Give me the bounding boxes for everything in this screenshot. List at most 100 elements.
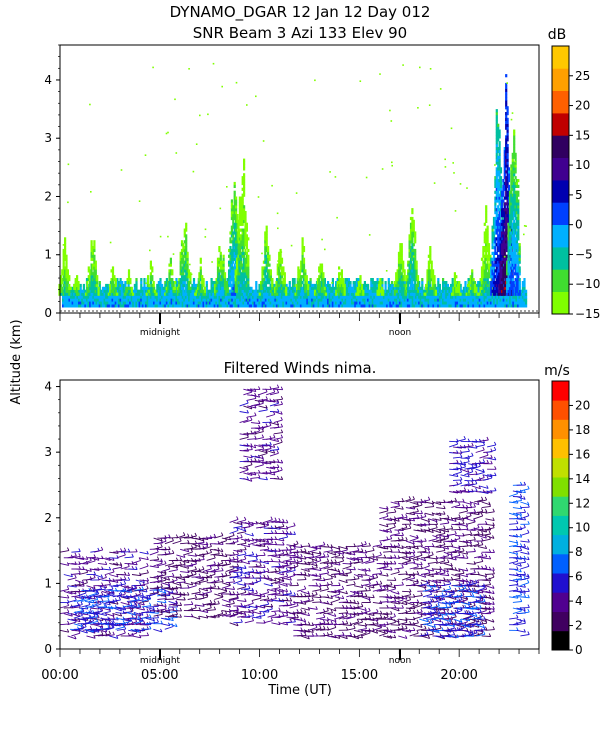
snr-pixel: [66, 283, 69, 288]
snr-pixel: [494, 219, 497, 223]
snr-pixel: [429, 272, 432, 276]
snr-pixel: [171, 292, 174, 296]
snr-pixel: [427, 292, 430, 296]
snr-pixel: [501, 304, 504, 308]
snr-pixel: [65, 266, 68, 270]
snr-pixel: [236, 272, 239, 276]
snr-pixel: [414, 281, 417, 285]
snr-pixel: [495, 149, 498, 154]
snr-pixel: [285, 304, 288, 308]
snr-pixel: [93, 248, 96, 253]
snr-pixel: [318, 286, 321, 290]
snr-pixel: [480, 272, 484, 276]
snr-pixel: [510, 190, 513, 194]
snr-pixel: [192, 298, 196, 302]
snr-pixel: [191, 295, 194, 299]
snr-pixel: [146, 298, 149, 302]
snr-pixel: [268, 281, 271, 285]
snr-pixel: [264, 298, 267, 302]
snr-pixel: [309, 286, 312, 290]
snr-pixel: [301, 263, 304, 267]
snr-pixel: [482, 275, 485, 279]
snr-pixel: [130, 292, 133, 296]
snr-pixel: [316, 283, 319, 288]
snr-pixel: [494, 176, 497, 180]
snr-pixel: [520, 289, 523, 293]
snr-pixel: [500, 248, 504, 253]
snr-pixel: [116, 283, 119, 288]
snr-pixel: [443, 301, 446, 305]
snr-pixel: [498, 149, 501, 154]
snr-pixel: [499, 240, 502, 244]
snr-pixel: [510, 266, 513, 270]
snr-pixel: [197, 298, 200, 302]
snr-pixel: [498, 272, 501, 276]
snr-pixel: [521, 283, 524, 288]
snr-pixel: [411, 263, 414, 267]
snr-pixel: [229, 298, 232, 302]
snr-pixel: [223, 275, 227, 279]
snr-pixel: [467, 278, 470, 282]
snr-pixel: [243, 184, 246, 188]
snr-pixel: [311, 295, 314, 299]
snr-pixel: [164, 295, 167, 299]
snr-pixel: [508, 289, 512, 293]
snr-pixel: [205, 304, 208, 308]
snr-pixel: [437, 295, 440, 299]
snr-pixel: [68, 304, 71, 308]
snr-pixel: [167, 292, 170, 296]
snr-pixel: [304, 298, 307, 302]
snr-pixel: [427, 260, 430, 264]
snr-pixel: [276, 286, 279, 290]
snr-pixel: [499, 243, 502, 247]
snr-pixel: [510, 164, 513, 168]
snr-pixel: [110, 278, 113, 282]
snr-pixel: [243, 205, 246, 209]
snr-pixel: [232, 208, 235, 212]
snr-pixel: [89, 289, 92, 293]
snr-pixel: [481, 301, 485, 305]
snr-pixel: [371, 281, 374, 285]
snr-pixel: [495, 199, 498, 203]
snr-pixel: [507, 275, 510, 279]
snr-pixel: [240, 272, 243, 276]
snr-pixel: [151, 292, 154, 296]
snr-pixel: [508, 222, 512, 226]
snr-pixel: [235, 248, 238, 253]
snr-pixel: [497, 161, 500, 165]
snr-pixel: [171, 269, 174, 273]
snr-pixel: [94, 278, 97, 282]
snr-pixel: [298, 278, 301, 282]
snr-pixel: [149, 278, 152, 282]
snr-pixel: [117, 304, 121, 308]
snr-pixel: [458, 289, 461, 293]
snr-pixel: [424, 295, 427, 299]
snr-pixel: [390, 286, 394, 290]
snr-pixel: [260, 283, 263, 288]
snr-pixel: [215, 304, 218, 308]
snr-pixel: [510, 286, 513, 290]
snr-pixel: [301, 289, 304, 293]
snr-pixel: [462, 292, 465, 296]
snr-pixel: [489, 304, 493, 308]
snr-pixel: [407, 269, 410, 273]
snr-pixel: [503, 219, 506, 223]
snr-pixel: [319, 301, 322, 305]
snr-pixel: [261, 298, 264, 302]
snr-pixel: [241, 292, 244, 296]
snr-pixel: [412, 243, 415, 247]
snr-pixel: [331, 301, 334, 305]
snr-pixel: [497, 275, 500, 279]
snr-pixel: [510, 225, 513, 229]
snr-pixel: [185, 228, 188, 232]
snr-pixel: [218, 272, 221, 276]
snr-pixel: [108, 298, 111, 302]
snr-pixel: [304, 301, 307, 305]
snr-pixel: [161, 283, 164, 288]
snr-pixel: [236, 243, 239, 247]
snr-pixel: [278, 266, 281, 270]
snr-pixel: [523, 283, 526, 288]
snr-pixel: [433, 286, 436, 290]
snr-pixel: [238, 196, 241, 200]
snr-pixel: [320, 275, 324, 279]
